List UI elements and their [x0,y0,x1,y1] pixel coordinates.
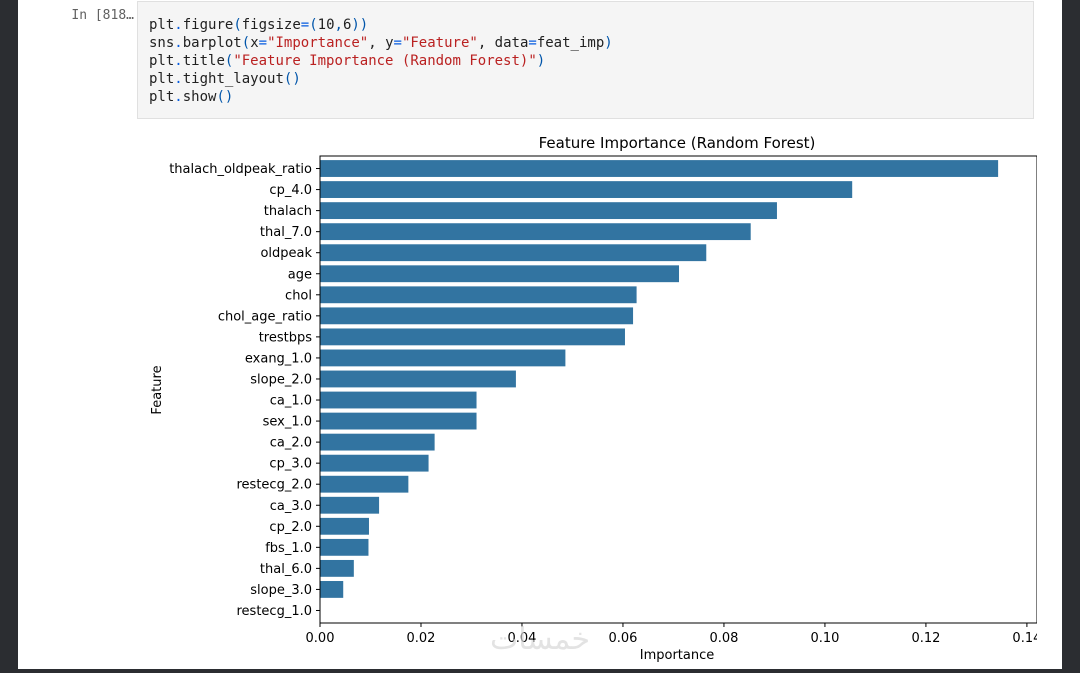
x-tick-label: 0.12 [911,631,940,646]
bar-thalach [320,202,777,220]
bar-trestbps [320,328,625,346]
bar-age [320,265,680,283]
y-tick-label: trestbps [259,330,313,345]
bar-thal_7.0 [320,223,751,241]
bar-ca_2.0 [320,433,435,451]
y-tick-label: slope_2.0 [250,372,312,387]
code-line: plt.show() [149,89,234,105]
y-tick-label: sex_1.0 [263,415,312,430]
x-tick-label: 0.10 [810,631,839,646]
bar-cp_3.0 [320,454,429,472]
x-tick-label: 0.08 [709,631,738,646]
y-tick-label: thalach [264,204,312,219]
bar-thal_6.0 [320,559,354,577]
bar-restecg_2.0 [320,475,409,493]
y-tick-label: exang_1.0 [245,351,312,366]
x-axis-label: Importance [640,648,715,663]
code-cell[interactable]: plt.figure(figsize=(10,6)) sns.barplot(x… [137,1,1034,119]
bar-cp_2.0 [320,517,369,535]
y-tick-label: ca_1.0 [270,394,312,409]
y-axis-label: Feature [150,365,165,414]
code-line: plt.tight_layout() [149,71,301,87]
cell-output: Feature Importance (Random Forest) thala… [137,124,1041,669]
bar-cp_4.0 [320,181,853,198]
bar-ca_1.0 [320,391,477,409]
y-tick-label: cp_3.0 [269,457,312,472]
y-tick-label: restecg_1.0 [237,604,313,619]
y-tick-label: chol_age_ratio [218,309,312,324]
x-tick-label: 0.02 [407,631,436,646]
bar-thalach_oldpeak_ratio [320,160,999,177]
x-tick-label: 0.04 [507,631,536,646]
x-tick-label: 0.14 [1012,631,1037,646]
bar-exang_1.0 [320,349,566,367]
bar-chart: Feature Importance (Random Forest) thala… [150,134,1041,663]
code-line: plt.title("Feature Importance (Random Fo… [149,53,546,69]
y-tick-label: age [288,267,312,282]
bar-fbs_1.0 [320,538,369,556]
bar-chol [320,286,637,304]
y-tick-label: slope_3.0 [250,583,312,598]
code-line: sns.barplot(x="Importance", y="Feature",… [149,35,613,51]
y-tick-label: oldpeak [260,246,312,261]
code-editor[interactable]: plt.figure(figsize=(10,6)) sns.barplot(x… [149,16,613,106]
y-tick-label: thalach_oldpeak_ratio [169,162,312,177]
x-tick-label: 0.06 [608,631,637,646]
chart-title: Feature Importance (Random Forest) [539,134,816,152]
bar-oldpeak [320,244,707,262]
bar-sex_1.0 [320,412,477,430]
y-tick-label: fbs_1.0 [265,541,312,556]
cell-prompt: In [818… [71,8,134,23]
y-tick-label: thal_7.0 [260,225,312,240]
bar-ca_3.0 [320,496,380,514]
notebook-page: In [818… plt.figure(figsize=(10,6)) sns.… [18,0,1062,669]
y-tick-label: cp_4.0 [269,183,312,198]
bar-slope_3.0 [320,581,344,598]
y-tick-label: thal_6.0 [260,562,312,577]
y-tick-label: chol [285,288,312,303]
y-tick-label: restecg_2.0 [237,478,313,493]
x-tick-label: 0.00 [306,631,335,646]
y-tick-label: ca_3.0 [270,499,312,514]
y-tick-label: ca_2.0 [270,436,312,451]
bar-slope_2.0 [320,370,516,388]
y-tick-label: cp_2.0 [269,520,312,535]
bar-chol_age_ratio [320,307,634,325]
code-line: plt.figure(figsize=(10,6)) [149,17,369,33]
